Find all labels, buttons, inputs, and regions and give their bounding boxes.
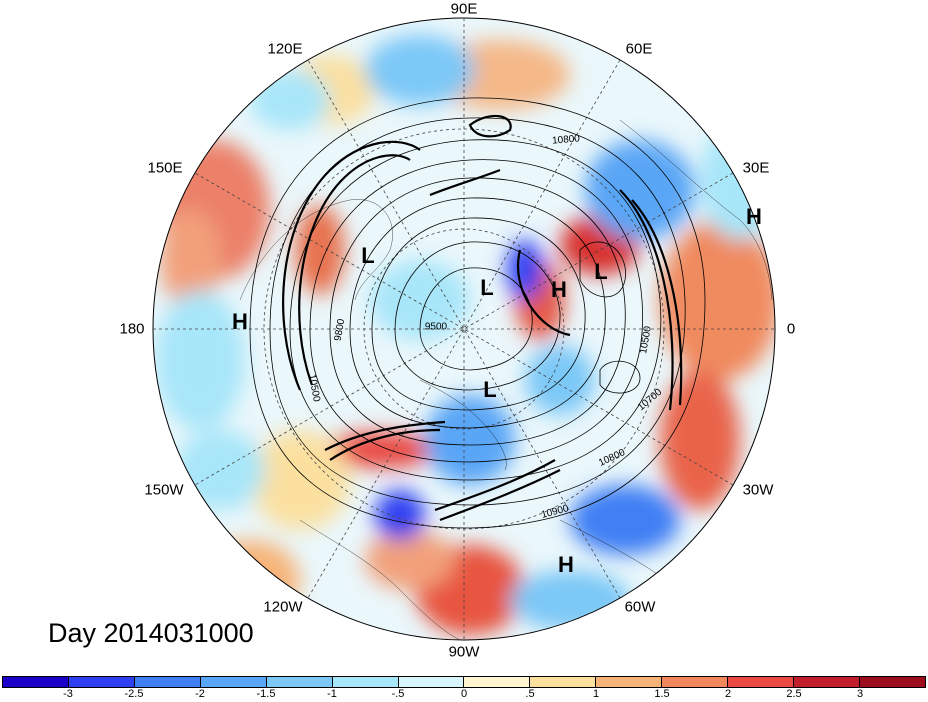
colorbar-tick-label: -1.5 <box>256 688 276 700</box>
high-marker: H <box>558 552 574 577</box>
colorbar-tick-label: -1 <box>327 688 337 700</box>
colorbar-swatch <box>398 677 465 687</box>
lon-label-120e: 120E <box>267 40 303 58</box>
map-title: Day 2014031000 <box>48 618 254 648</box>
colorbar-swatch <box>859 677 925 687</box>
colorbar-swatch <box>200 677 267 687</box>
lon-label-120w: 120W <box>263 598 303 616</box>
lon-label-0: 0 <box>786 320 796 338</box>
colorbar-swatch <box>728 677 795 687</box>
colorbar-swatch <box>3 677 69 687</box>
colorbar-tick-label: -2.5 <box>124 688 144 700</box>
colorbar-swatch <box>68 677 135 687</box>
colorbar-swatch <box>266 677 333 687</box>
colorbar-swatch <box>332 677 399 687</box>
colorbar-tick-label: -2 <box>195 688 205 700</box>
colorbar-swatch <box>464 677 531 687</box>
colorbar-tick-label: -3 <box>63 688 73 700</box>
colorbar-tick-label: -.5 <box>391 688 405 700</box>
lon-label-150e: 150E <box>147 159 183 177</box>
lon-label-90w: 90W <box>448 643 480 661</box>
anomaly-field <box>153 18 775 640</box>
lon-label-30w: 30W <box>742 481 774 499</box>
lon-label-90e: 90E <box>450 0 478 18</box>
lon-label-30e: 30E <box>742 159 770 177</box>
colorbar-swatch <box>596 677 663 687</box>
colorbar-tick-label: .5 <box>525 688 535 700</box>
colorbar-swatch <box>662 677 729 687</box>
colorbar-swatch <box>134 677 201 687</box>
high-marker: H <box>551 277 567 302</box>
low-marker: L <box>483 377 497 402</box>
colorbar-tick-label: 1.5 <box>654 688 670 700</box>
colorbar-swatch <box>794 677 860 687</box>
colorbar-tick-label: 2 <box>724 688 732 700</box>
contour-label: 9500 <box>424 321 448 333</box>
colorbar-tick-label: 1 <box>592 688 600 700</box>
colorbar-swatch <box>530 677 597 687</box>
colorbar <box>2 676 926 688</box>
height-contours <box>249 97 706 529</box>
colorbar-tick-label: 0 <box>460 688 468 700</box>
high-marker: H <box>232 309 248 334</box>
lon-label-60w: 60W <box>624 598 656 616</box>
lon-label-60e: 60E <box>625 40 653 58</box>
high-marker: H <box>746 204 762 229</box>
colorbar-tick-label: 3 <box>856 688 864 700</box>
jet-contours <box>282 114 683 522</box>
colorbar-tick-label: 2.5 <box>786 688 802 700</box>
low-marker: L <box>594 259 608 284</box>
lon-label-150w: 150W <box>144 481 184 499</box>
lon-label-180: 180 <box>119 320 145 338</box>
low-marker: L <box>361 243 375 268</box>
low-marker: L <box>480 275 494 300</box>
